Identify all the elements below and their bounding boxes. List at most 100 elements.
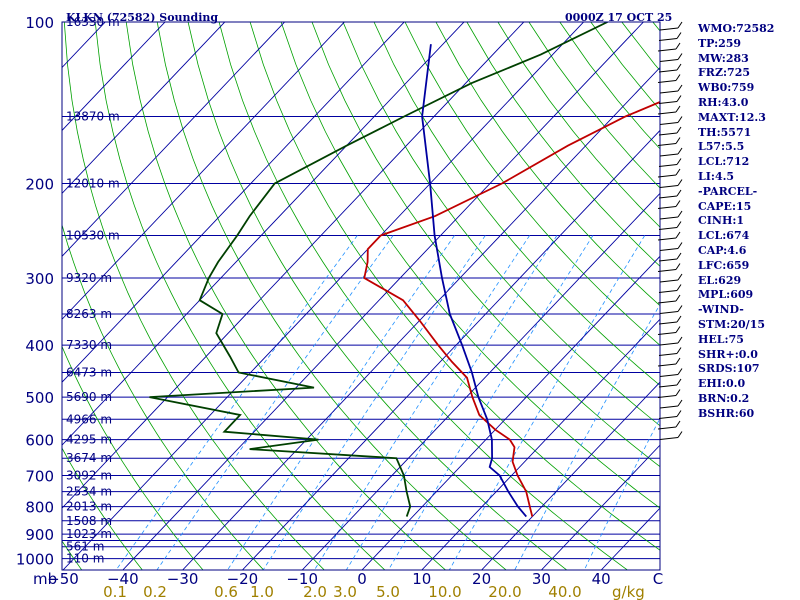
isotherm-line	[62, 22, 286, 257]
wind-barb-flag	[675, 200, 681, 207]
wind-barb	[657, 206, 677, 209]
wind-barb	[657, 80, 677, 83]
isotherm-line	[62, 22, 465, 446]
wind-barb-flag	[676, 189, 682, 197]
temperature-tick-label: −40	[107, 570, 139, 588]
wind-barb	[659, 374, 679, 377]
mixing-ratio-label: 2.0	[303, 583, 327, 600]
temperature-unit-label: C	[653, 570, 663, 588]
mixing-ratio-label: 1.0	[250, 583, 274, 600]
wind-barb	[657, 300, 677, 304]
wind-barb-flag	[676, 284, 682, 291]
wind-barb	[658, 353, 678, 356]
wind-barb-flag	[675, 105, 681, 113]
wind-barb	[658, 69, 678, 73]
wind-barb-flag	[675, 74, 681, 81]
dry-adiabat-line	[156, 22, 507, 570]
dry-adiabat-line	[342, 22, 660, 427]
pressure-tick-label: 800	[25, 499, 54, 517]
wind-barb	[659, 248, 679, 251]
wind-barb-flag	[677, 305, 683, 312]
wind-barb-flag	[675, 420, 681, 428]
height-label: 7330 m	[66, 338, 112, 352]
mixing-ratio-label: 0.1	[103, 583, 127, 600]
sounding-index: WB0:759	[698, 81, 755, 95]
isotherm-line	[62, 22, 525, 509]
isotherm-line	[62, 22, 346, 320]
wind-barb	[657, 111, 677, 115]
dry-adiabat-line	[62, 447, 143, 570]
mixing-ratio-line	[345, 235, 558, 570]
wind-barb	[659, 27, 679, 31]
isotherm-line	[421, 318, 660, 570]
mixing-ratio-line	[388, 235, 594, 570]
sounding-index: FRZ:725	[698, 66, 751, 80]
wind-barb-flag	[677, 53, 683, 60]
mixing-ratio-label: 5.0	[376, 583, 400, 600]
wind-barb-flag	[676, 63, 682, 71]
sounding-index: MAXT:12.3	[698, 110, 766, 124]
wind-barb	[659, 279, 679, 283]
wind-barb	[658, 164, 678, 167]
sounding-index: -PARCEL-	[698, 184, 758, 198]
height-label: 1023 m	[66, 527, 112, 541]
wind-barb	[658, 195, 678, 199]
parcel-profile-line	[421, 44, 527, 518]
wind-barb	[659, 216, 679, 220]
height-label: 3092 m	[66, 469, 112, 483]
isotherm-line	[242, 129, 660, 570]
mixing-ratio-line	[262, 235, 486, 570]
wind-barb	[659, 153, 679, 157]
pressure-tick-label: 500	[25, 389, 54, 407]
dry-adiabat-line	[125, 22, 447, 570]
temperature-tick-label: 10	[412, 570, 431, 588]
height-label: 16330 m	[66, 15, 120, 29]
temperature-tick-label: 40	[592, 570, 611, 588]
sounding-index: L57:5.5	[698, 140, 745, 154]
sounding-index: HEL:75	[698, 332, 744, 346]
height-label: 3674 m	[66, 451, 112, 465]
wind-barb-flag	[675, 42, 681, 50]
isotherm-line	[62, 22, 226, 195]
height-label: 110 m	[66, 552, 104, 566]
dry-adiabat-line	[94, 22, 386, 570]
mixing-ratio-label: 10.0	[428, 583, 461, 600]
mixing-ratio-label: 0.6	[214, 583, 238, 600]
wind-barb-flag	[677, 147, 683, 155]
isotherm-line	[481, 381, 660, 570]
height-label: 10530 m	[66, 229, 120, 243]
wind-barb	[658, 227, 678, 230]
dry-adiabat-line	[373, 22, 660, 386]
sounding-index: LCL:712	[698, 155, 750, 169]
mixing-ratio-line	[583, 417, 660, 570]
dry-adiabat-line	[218, 22, 629, 570]
wind-barb-flag	[677, 368, 683, 375]
wind-barb	[657, 332, 677, 335]
pressure-tick-label: 100	[25, 14, 54, 32]
sounding-index: SHR+:0.0	[698, 347, 758, 361]
sounding-index: SRDS:107	[698, 362, 760, 376]
isotherm-line	[62, 22, 166, 132]
mixing-ratio-line	[448, 235, 646, 570]
temperature-tick-label: 0	[357, 570, 367, 588]
pressure-tick-label: 900	[25, 526, 54, 544]
wind-barb-flag	[677, 84, 683, 92]
sounding-index: STM:20/15	[698, 317, 765, 331]
wind-barb-flag	[677, 242, 683, 249]
wind-barb-flag	[675, 294, 681, 302]
wind-barb	[657, 143, 677, 146]
mixing-ratio-line	[156, 235, 394, 570]
sounding-index: CINH:1	[698, 214, 745, 228]
sounding-index: EL:629	[698, 273, 742, 287]
dewpoint-profile-line	[149, 22, 608, 517]
wind-barb	[657, 363, 677, 367]
height-label: 6473 m	[66, 366, 112, 380]
dry-adiabat-line	[404, 22, 660, 346]
pressure-tick-label: 700	[25, 468, 54, 486]
wind-barb	[659, 342, 679, 346]
wind-barb-flag	[676, 315, 682, 323]
sounding-index: BSHR:60	[698, 406, 755, 420]
sounding-index: RH:43.0	[698, 95, 749, 109]
sounding-index: TP:259	[698, 36, 742, 50]
